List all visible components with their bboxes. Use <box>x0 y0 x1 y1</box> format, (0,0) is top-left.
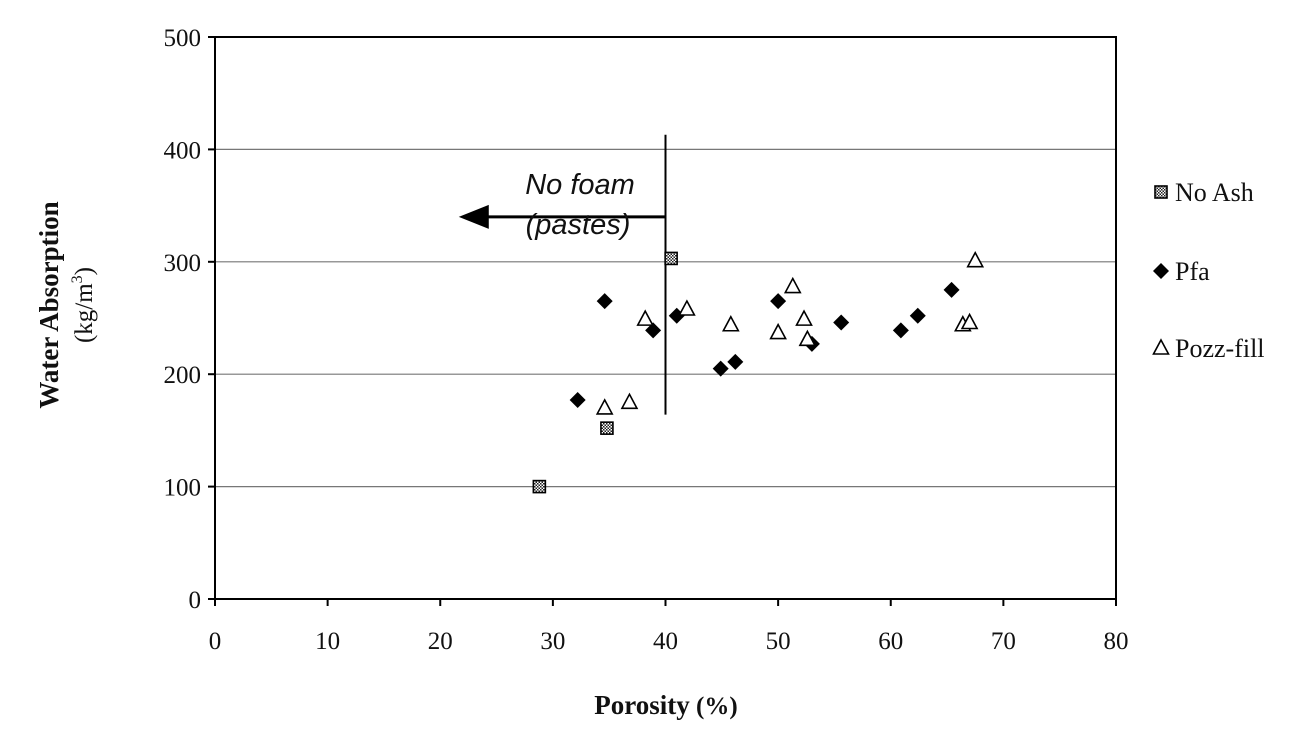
legend-marker-pozz-fill <box>1152 338 1170 355</box>
x-tick-labels: 0 10 20 30 40 50 60 70 80 <box>209 628 1129 655</box>
point-pfa-8 <box>833 314 850 331</box>
point-no-ash-0 <box>532 479 547 494</box>
point-pozz-fill-11 <box>966 250 985 268</box>
point-pfa-4 <box>712 360 729 377</box>
y-tick-label-0: 0 <box>189 587 202 614</box>
x-tick-label-60: 60 <box>878 628 903 655</box>
point-no-ash-2 <box>664 251 678 266</box>
x-axis-title: Porosity (%) <box>594 690 737 720</box>
legend-label-pozz-fill: Pozz-fill <box>1175 334 1265 363</box>
point-pfa-6 <box>770 293 787 310</box>
x-tick-label-20: 20 <box>428 628 453 655</box>
y-axis-unit-sup: 3 <box>69 275 86 283</box>
y-axis-unit-pre: (kg/m <box>71 283 98 343</box>
y-tick-label-500: 500 <box>164 25 202 52</box>
legend-label-no-ash: No Ash <box>1175 178 1254 207</box>
point-pfa-9 <box>892 322 909 339</box>
point-pfa-2 <box>645 322 662 339</box>
y-axis-title-group: Water Absorption <box>34 201 64 408</box>
point-no-ash-1 <box>600 421 614 435</box>
point-pozz-fill-7 <box>795 309 813 326</box>
y-axis-title: Water Absorption <box>34 201 64 408</box>
x-tick-label-10: 10 <box>315 628 340 655</box>
point-pfa-11 <box>943 281 960 298</box>
y-axis-unit: (kg/m3) <box>69 267 98 343</box>
x-tick-label-30: 30 <box>540 628 565 655</box>
annotation-text-line-1: No foam <box>525 169 635 201</box>
point-pfa-5 <box>727 353 744 370</box>
legend-marker-pfa <box>1153 263 1169 279</box>
y-tick-label-400: 400 <box>164 137 202 164</box>
y-axis-unit-group: (kg/m3) <box>69 267 98 343</box>
y-tick-label-300: 300 <box>164 250 202 277</box>
point-pfa-0 <box>569 392 586 409</box>
legend-label-pfa: Pfa <box>1175 257 1210 286</box>
x-tick-label-0: 0 <box>209 628 222 655</box>
point-pozz-fill-2 <box>636 309 655 326</box>
y-tick-label-100: 100 <box>164 475 202 502</box>
x-tick-label-40: 40 <box>653 628 678 655</box>
point-pozz-fill-10 <box>960 312 979 330</box>
legend-marker-no-ash <box>1154 185 1168 199</box>
annotation-arrow-head <box>458 204 489 229</box>
point-pozz-fill-8 <box>798 329 817 347</box>
y-axis-unit-post: ) <box>71 267 98 275</box>
x-axis-unit: (%) <box>690 693 738 720</box>
y-tick-labels: 0 100 200 300 400 500 <box>164 25 202 614</box>
y-tick-label-200: 200 <box>164 362 202 389</box>
point-pfa-1 <box>596 293 613 310</box>
x-tick-label-50: 50 <box>766 628 791 655</box>
x-tick-label-80: 80 <box>1104 628 1129 655</box>
point-pozz-fill-1 <box>620 392 639 410</box>
x-axis-title-text: Porosity <box>594 690 690 720</box>
point-pozz-fill-6 <box>783 276 802 294</box>
point-pozz-fill-0 <box>595 398 614 415</box>
x-tick-label-70: 70 <box>991 628 1016 655</box>
point-pozz-fill-3 <box>678 299 696 316</box>
point-pozz-fill-5 <box>769 322 787 340</box>
annotation-text-line-2: (pastes) <box>526 209 631 241</box>
axis-ticks <box>208 36 1117 606</box>
point-pfa-10 <box>909 307 926 324</box>
legend: No Ash Pfa Pozz-fill <box>1152 178 1265 363</box>
point-pozz-fill-4 <box>721 315 740 332</box>
data-points <box>532 250 985 494</box>
